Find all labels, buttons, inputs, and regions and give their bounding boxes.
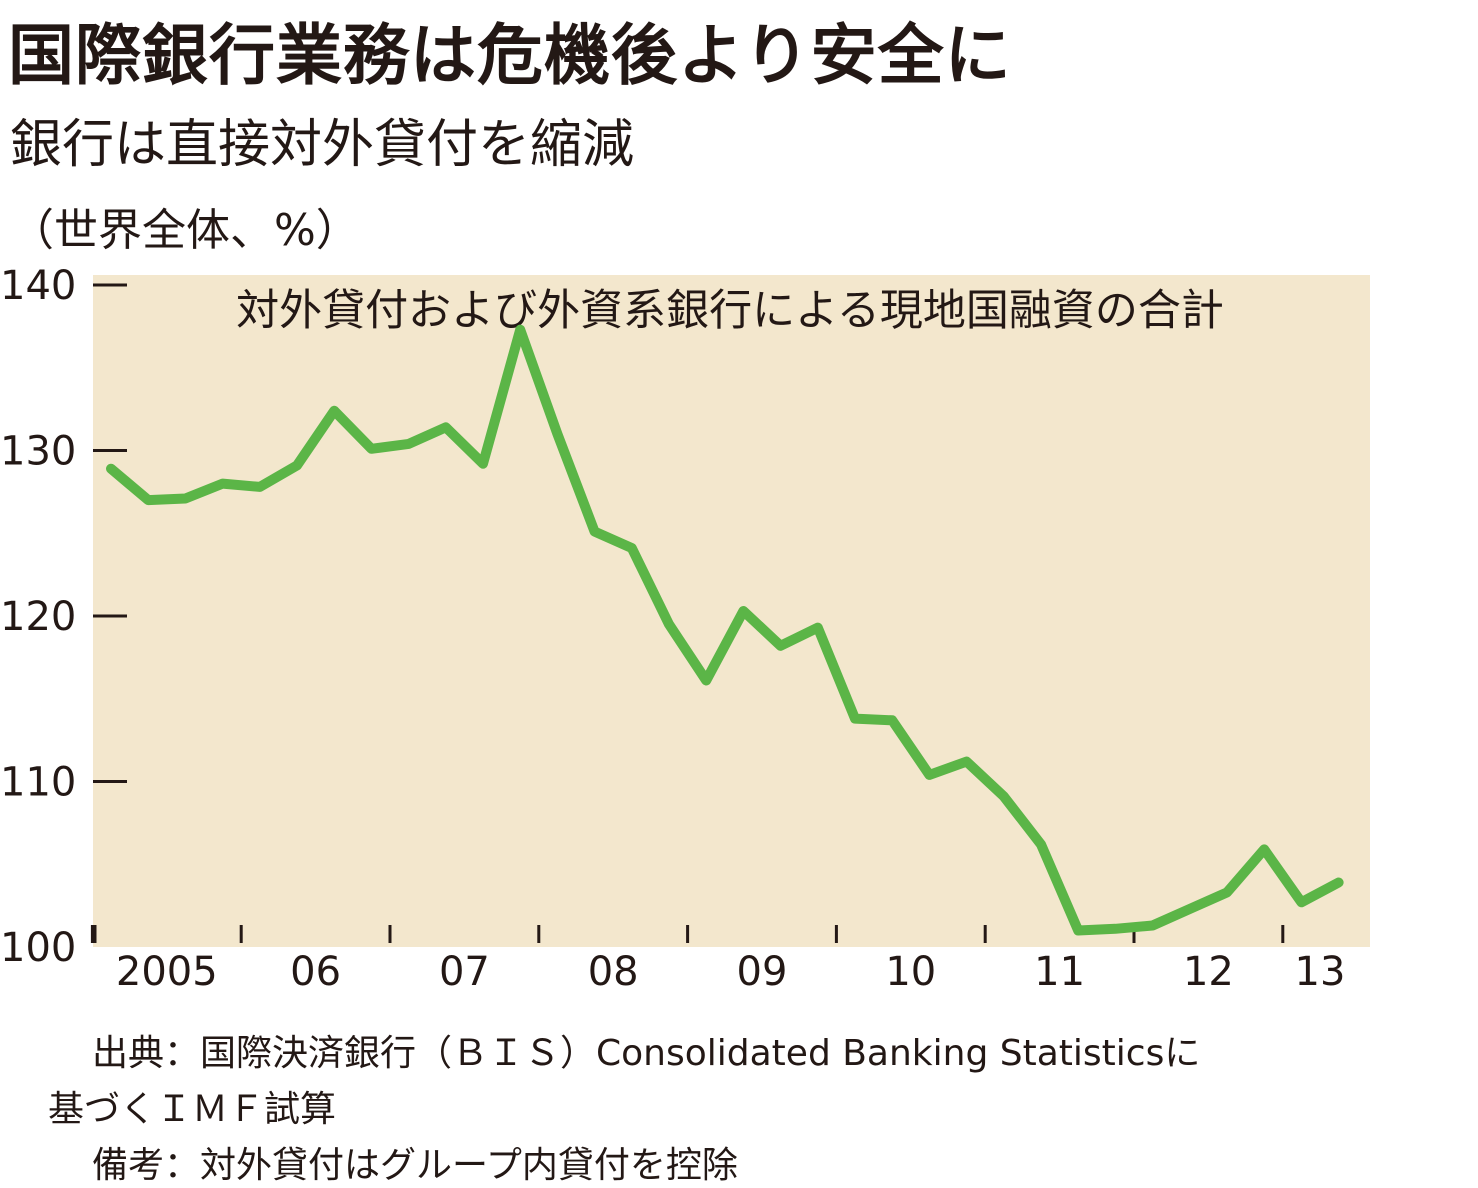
y-tick-label: 120 (0, 594, 76, 640)
series-label: 対外貸付および外資系銀行による現地国融資の合計 (236, 286, 1224, 336)
line-chart: 100 110 120 130 140 2005 06 07 08 09 10 11 12 13 対外貸… (0, 263, 1370, 995)
x-tick-label: 08 (588, 949, 639, 995)
y-tick-label: 110 (0, 760, 76, 806)
plot-area (93, 275, 1370, 947)
series-line (106, 324, 1344, 936)
y-tick-label: 100 (0, 925, 76, 971)
remark-note: 備考：対外貸付はグループ内貸付を控除 (92, 1145, 738, 1186)
source-note-line2: 基づくＩＭＦ試算 (48, 1089, 337, 1130)
x-tick-label: 12 (1183, 949, 1234, 995)
y-tick-label: 130 (0, 429, 76, 475)
chart-title: 国際銀行業務は危機後より安全に (8, 17, 1012, 94)
unit-label: （世界全体、%） (10, 205, 360, 256)
x-tick-label: 09 (737, 949, 788, 995)
x-tick-label: 10 (885, 949, 936, 995)
source-note-line1: 出典：国際決済銀行（ＢＩＳ）Consolidated Banking Stati… (92, 1033, 1201, 1074)
chart-subtitle: 銀行は直接対外貸付を縮減 (10, 115, 635, 175)
x-tick-label: 07 (439, 949, 490, 995)
x-tick-label: 2005 (116, 949, 218, 995)
y-axis: 100 110 120 130 140 (0, 263, 127, 971)
x-tick-label: 11 (1034, 949, 1085, 995)
x-tick-label: 06 (290, 949, 341, 995)
x-axis: 2005 06 07 08 09 10 11 12 13 (90, 925, 1346, 995)
x-tick-label: 13 (1295, 949, 1346, 995)
y-tick-label: 140 (0, 263, 76, 309)
